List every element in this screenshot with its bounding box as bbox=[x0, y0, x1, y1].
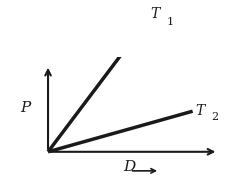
Text: T: T bbox=[195, 104, 204, 118]
Text: D: D bbox=[123, 160, 136, 174]
Text: T: T bbox=[151, 7, 160, 21]
Text: 2: 2 bbox=[211, 112, 218, 122]
Text: P: P bbox=[20, 101, 30, 115]
Text: 1: 1 bbox=[167, 16, 174, 27]
